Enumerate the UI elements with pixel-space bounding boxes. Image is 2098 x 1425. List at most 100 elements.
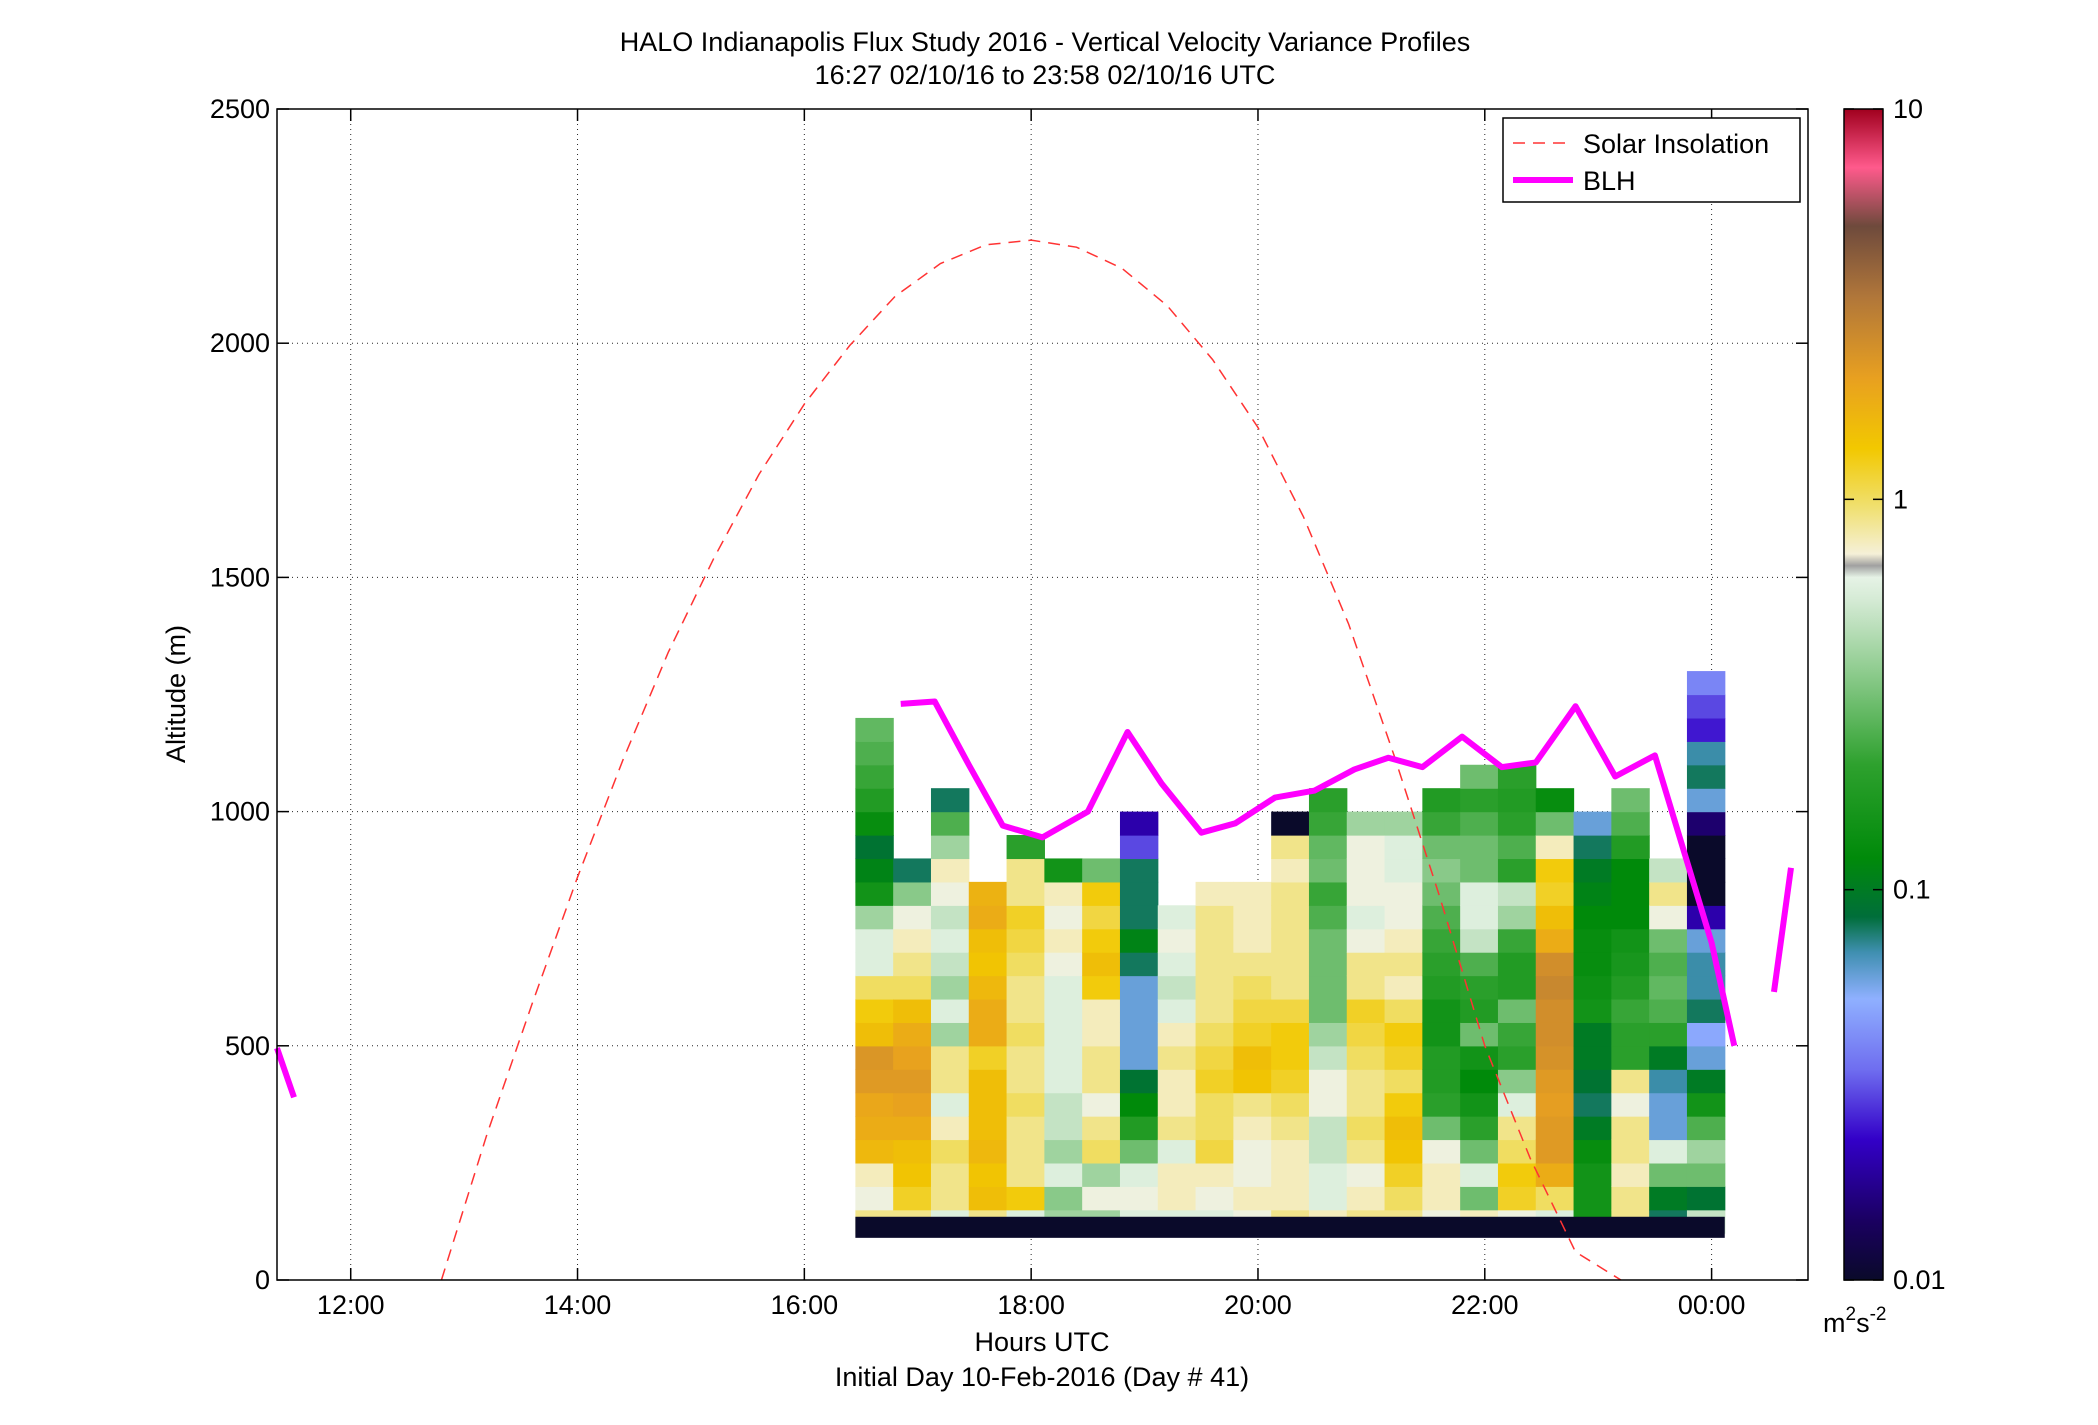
heatmap-cell [968,1116,1008,1141]
heatmap-cell [1573,998,1612,1023]
heatmap-cell [968,1186,1008,1211]
heatmap-cell [1195,928,1234,953]
heatmap-cell [1195,905,1234,930]
heatmap-cell [1157,1116,1197,1141]
heatmap-cell [1006,952,1045,977]
heatmap-cell [1233,1022,1272,1047]
heatmap-cell [968,952,1008,977]
heatmap-cell [1119,1186,1159,1211]
heatmap-cell [1535,1162,1575,1187]
heatmap-cell [1195,1186,1234,1211]
heatmap-cell [1573,811,1612,836]
heatmap-cell [1384,1022,1423,1047]
heatmap-cell [1535,1116,1575,1141]
heatmap-cell [893,952,932,977]
heatmap-cell [1082,1139,1121,1164]
heatmap-cell [855,1092,894,1117]
heatmap-cell [930,1116,970,1141]
heatmap-cell [1535,835,1575,860]
heatmap-cell [968,905,1008,930]
heatmap-cell [1346,835,1386,860]
colorbar-ticks: 0.01 0.1 1 10 [1844,94,1946,1295]
heatmap-cell [1649,858,1688,883]
heatmap-cell [1195,952,1234,977]
heatmap-cell [1346,1116,1386,1141]
heatmap-cell [1460,998,1499,1023]
heatmap-cell [1082,1045,1121,1070]
heatmap-cell [1346,858,1386,883]
heatmap-cell [968,1069,1008,1094]
heatmap-cell [1271,835,1310,860]
heatmap-cell [1611,952,1650,977]
y-tick-label: 2000 [210,328,270,358]
heatmap-cell [1308,928,1348,953]
heatmap-cell [1460,905,1499,930]
heatmap-cell [1006,998,1045,1023]
heatmap-cell [968,975,1008,1000]
heatmap-cell [1308,858,1348,883]
heatmap-cell [1611,998,1650,1023]
heatmap-cell [1346,905,1386,930]
heatmap-cell [1686,1045,1726,1070]
heatmap-cell [1233,1116,1272,1141]
heatmap-cell [1346,1092,1386,1117]
heatmap-cell [1611,1069,1650,1094]
heatmap-cell [1271,998,1310,1023]
heatmap-cell [1082,1069,1121,1094]
heatmap-cell [855,1069,894,1094]
heatmap-cell [855,998,894,1023]
heatmap-cell [1346,1186,1386,1211]
heatmap-cell [1119,1022,1159,1047]
legend: Solar Insolation BLH [1502,117,1801,203]
heatmap-cell [1611,1116,1650,1141]
heatmap-cell [930,1092,970,1117]
heatmap-cell [1535,998,1575,1023]
heatmap-cell [1119,998,1159,1023]
heatmap-cell [855,811,894,836]
heatmap-cell [1573,1045,1612,1070]
heatmap-cell [1422,928,1461,953]
heatmap-cell [1384,1045,1423,1070]
heatmap-cell [1271,1139,1310,1164]
heatmap-cell [1157,905,1197,930]
heatmap-cell [1271,905,1310,930]
heatmap-cell [1611,811,1650,836]
heatmap-cell [1422,1022,1461,1047]
heatmap-cell [1535,1045,1575,1070]
x-axis-sublabel: Initial Day 10-Feb-2016 (Day # 41) [835,1362,1249,1392]
heatmap-cell [1233,1139,1272,1164]
heatmap-cell [1195,1069,1234,1094]
heatmap-cell [855,788,894,813]
plot-frame [276,108,1809,1281]
heatmap-cell [1649,881,1688,906]
heatmap-cell [930,881,970,906]
heatmap-cell [1308,1139,1348,1164]
heatmap-cell [893,858,932,883]
y-tick-label: 500 [225,1031,270,1061]
heatmap-cell [968,1162,1008,1187]
heatmap-cell [1195,1139,1234,1164]
heatmap-cell [1044,905,1083,930]
heatmap-cell [1611,788,1650,813]
heatmap-cell [1119,1139,1159,1164]
heatmap-cell [930,1139,970,1164]
x-axis-label: Hours UTC [974,1327,1109,1357]
heatmap-cell [1535,975,1575,1000]
heatmap-cell [1006,928,1045,953]
heatmap-cell [1384,1069,1423,1094]
heatmap-cell [1044,952,1083,977]
heatmap-cell [1686,741,1726,766]
heatmap-cell [855,1162,894,1187]
heatmap-cell [1535,788,1575,813]
heatmap-cell [1308,952,1348,977]
heatmap-cell [1497,952,1537,977]
surface-band [855,1216,1725,1238]
heatmap-cell [1157,1139,1197,1164]
heatmap-cell [1006,1162,1045,1187]
heatmap-cell [855,1186,894,1211]
heatmap-cell [1460,952,1499,977]
heatmap-cell [1497,1139,1537,1164]
heatmap-cell [930,1186,970,1211]
heatmap-cell [1384,858,1423,883]
heatmap-cell [1535,881,1575,906]
